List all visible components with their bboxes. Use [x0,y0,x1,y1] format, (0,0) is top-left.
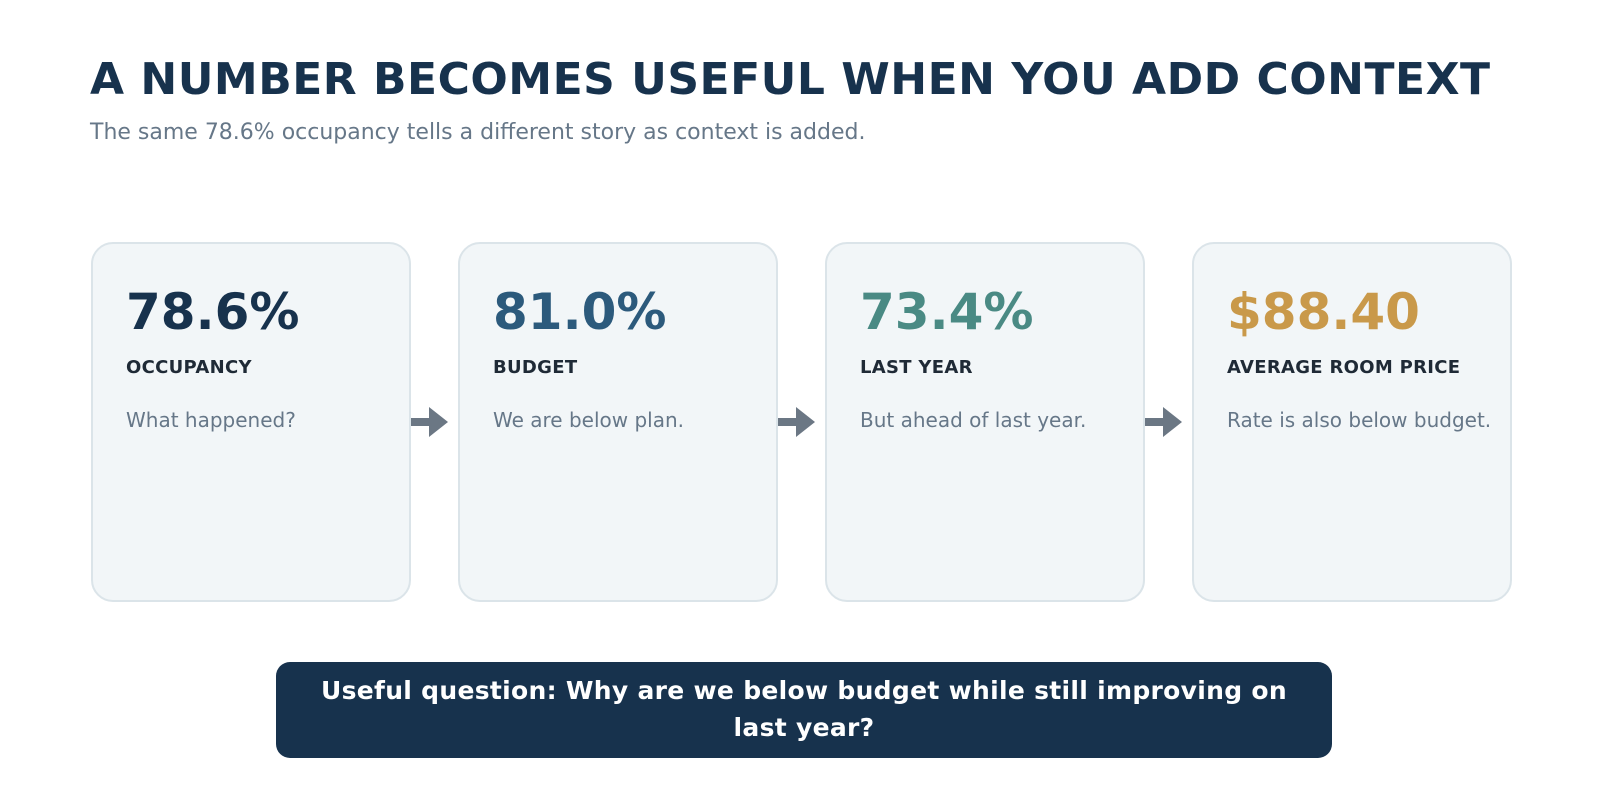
page-subtitle: The same 78.6% occupancy tells a differe… [90,120,866,145]
card-description: But ahead of last year. [860,408,1087,432]
page-title: A NUMBER BECOMES USEFUL WHEN YOU ADD CON… [90,54,1491,105]
card-label: AVERAGE ROOM PRICE [1227,357,1461,378]
card-occupancy: 78.6% OCCUPANCY What happened? [91,242,411,602]
card-label: BUDGET [493,357,578,378]
arrow-right-icon [411,407,448,437]
card-average-room-price: $88.40 AVERAGE ROOM PRICE Rate is also b… [1192,242,1512,602]
card-value: 73.4% [860,283,1034,341]
card-description: Rate is also below budget. [1227,408,1492,432]
card-label: LAST YEAR [860,357,973,378]
question-banner: Useful question: Why are we below budget… [276,662,1332,758]
card-value: 81.0% [493,283,667,341]
card-value: $88.40 [1227,283,1420,341]
card-description: We are below plan. [493,408,685,432]
card-description: What happened? [126,408,296,432]
card-label: OCCUPANCY [126,357,252,378]
card-budget: 81.0% BUDGET We are below plan. [458,242,778,602]
arrow-right-icon [1145,407,1182,437]
card-last-year: 73.4% LAST YEAR But ahead of last year. [825,242,1145,602]
arrow-right-icon [778,407,815,437]
card-value: 78.6% [126,283,300,341]
